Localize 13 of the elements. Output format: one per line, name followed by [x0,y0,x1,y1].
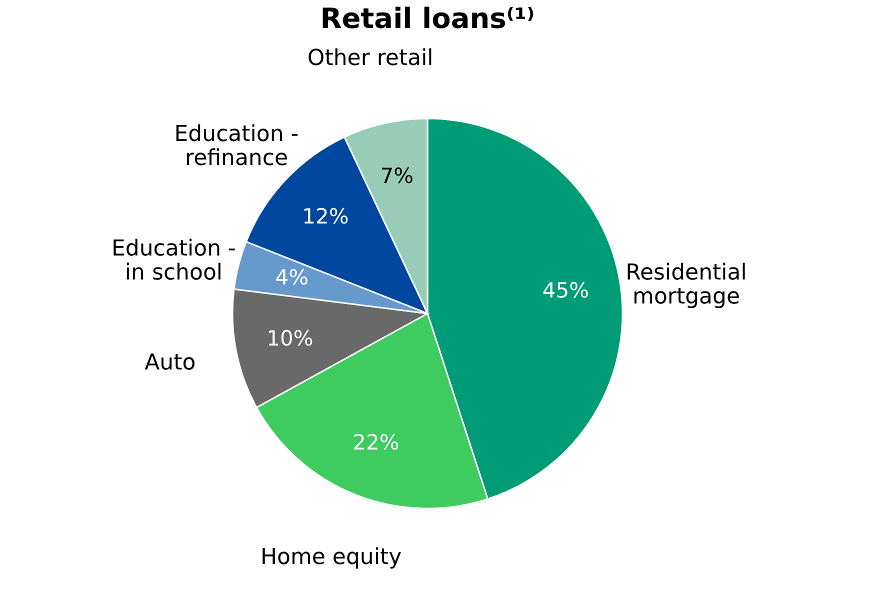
data-label: 12% [302,204,349,229]
slice-label: Education - in school [111,236,236,286]
slice-label: Education - refinance [174,122,299,172]
chart-title: Retail loans⁽¹⁾ [320,2,535,35]
data-label: 45% [542,278,590,303]
data-label: 4% [275,266,309,290]
data-label: 10% [266,326,314,351]
data-label: 22% [352,430,400,455]
slice-label: Auto [144,350,196,376]
slice-label: Home equity [260,545,402,570]
data-label: 7% [380,164,414,188]
slice-label: Residential mortgage [626,260,747,310]
slice-label: Other retail [307,46,434,71]
